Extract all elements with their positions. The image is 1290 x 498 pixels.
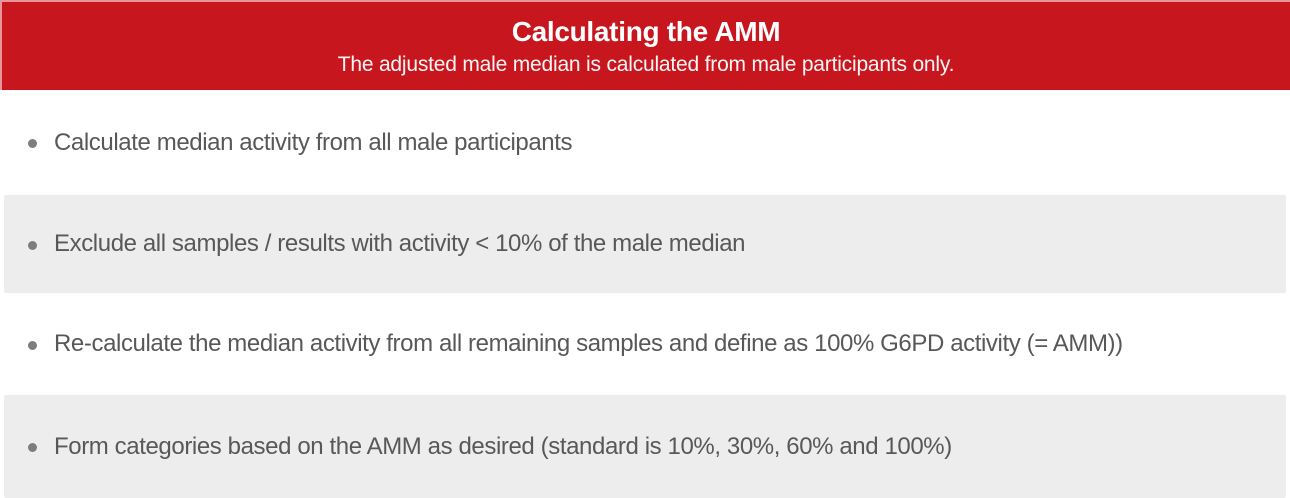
bullet-icon [28,240,37,250]
list-item-text: Calculate median activity from all male … [54,128,573,156]
bullet-list: Calculate median activity from all male … [0,90,1290,498]
page-subtitle: The adjusted male median is calculated f… [337,53,955,77]
list-item-text: Form categories based on the AMM as desi… [54,432,952,460]
list-item: Form categories based on the AMM as desi… [4,395,1286,498]
list-item-text: Exclude all samples / results with activ… [54,230,746,257]
header-banner: Calculating the AMM The adjusted male me… [0,0,1290,90]
bullet-icon [28,340,37,350]
bullet-icon [28,443,37,452]
page-title: Calculating the AMM [511,15,781,47]
list-item: Re-calculate the median activity from al… [0,293,1290,395]
list-item: Exclude all samples / results with activ… [4,195,1286,293]
list-item: Calculate median activity from all male … [0,90,1290,195]
list-item-text: Re-calculate the median activity from al… [54,330,1123,357]
bullet-icon [28,139,37,148]
